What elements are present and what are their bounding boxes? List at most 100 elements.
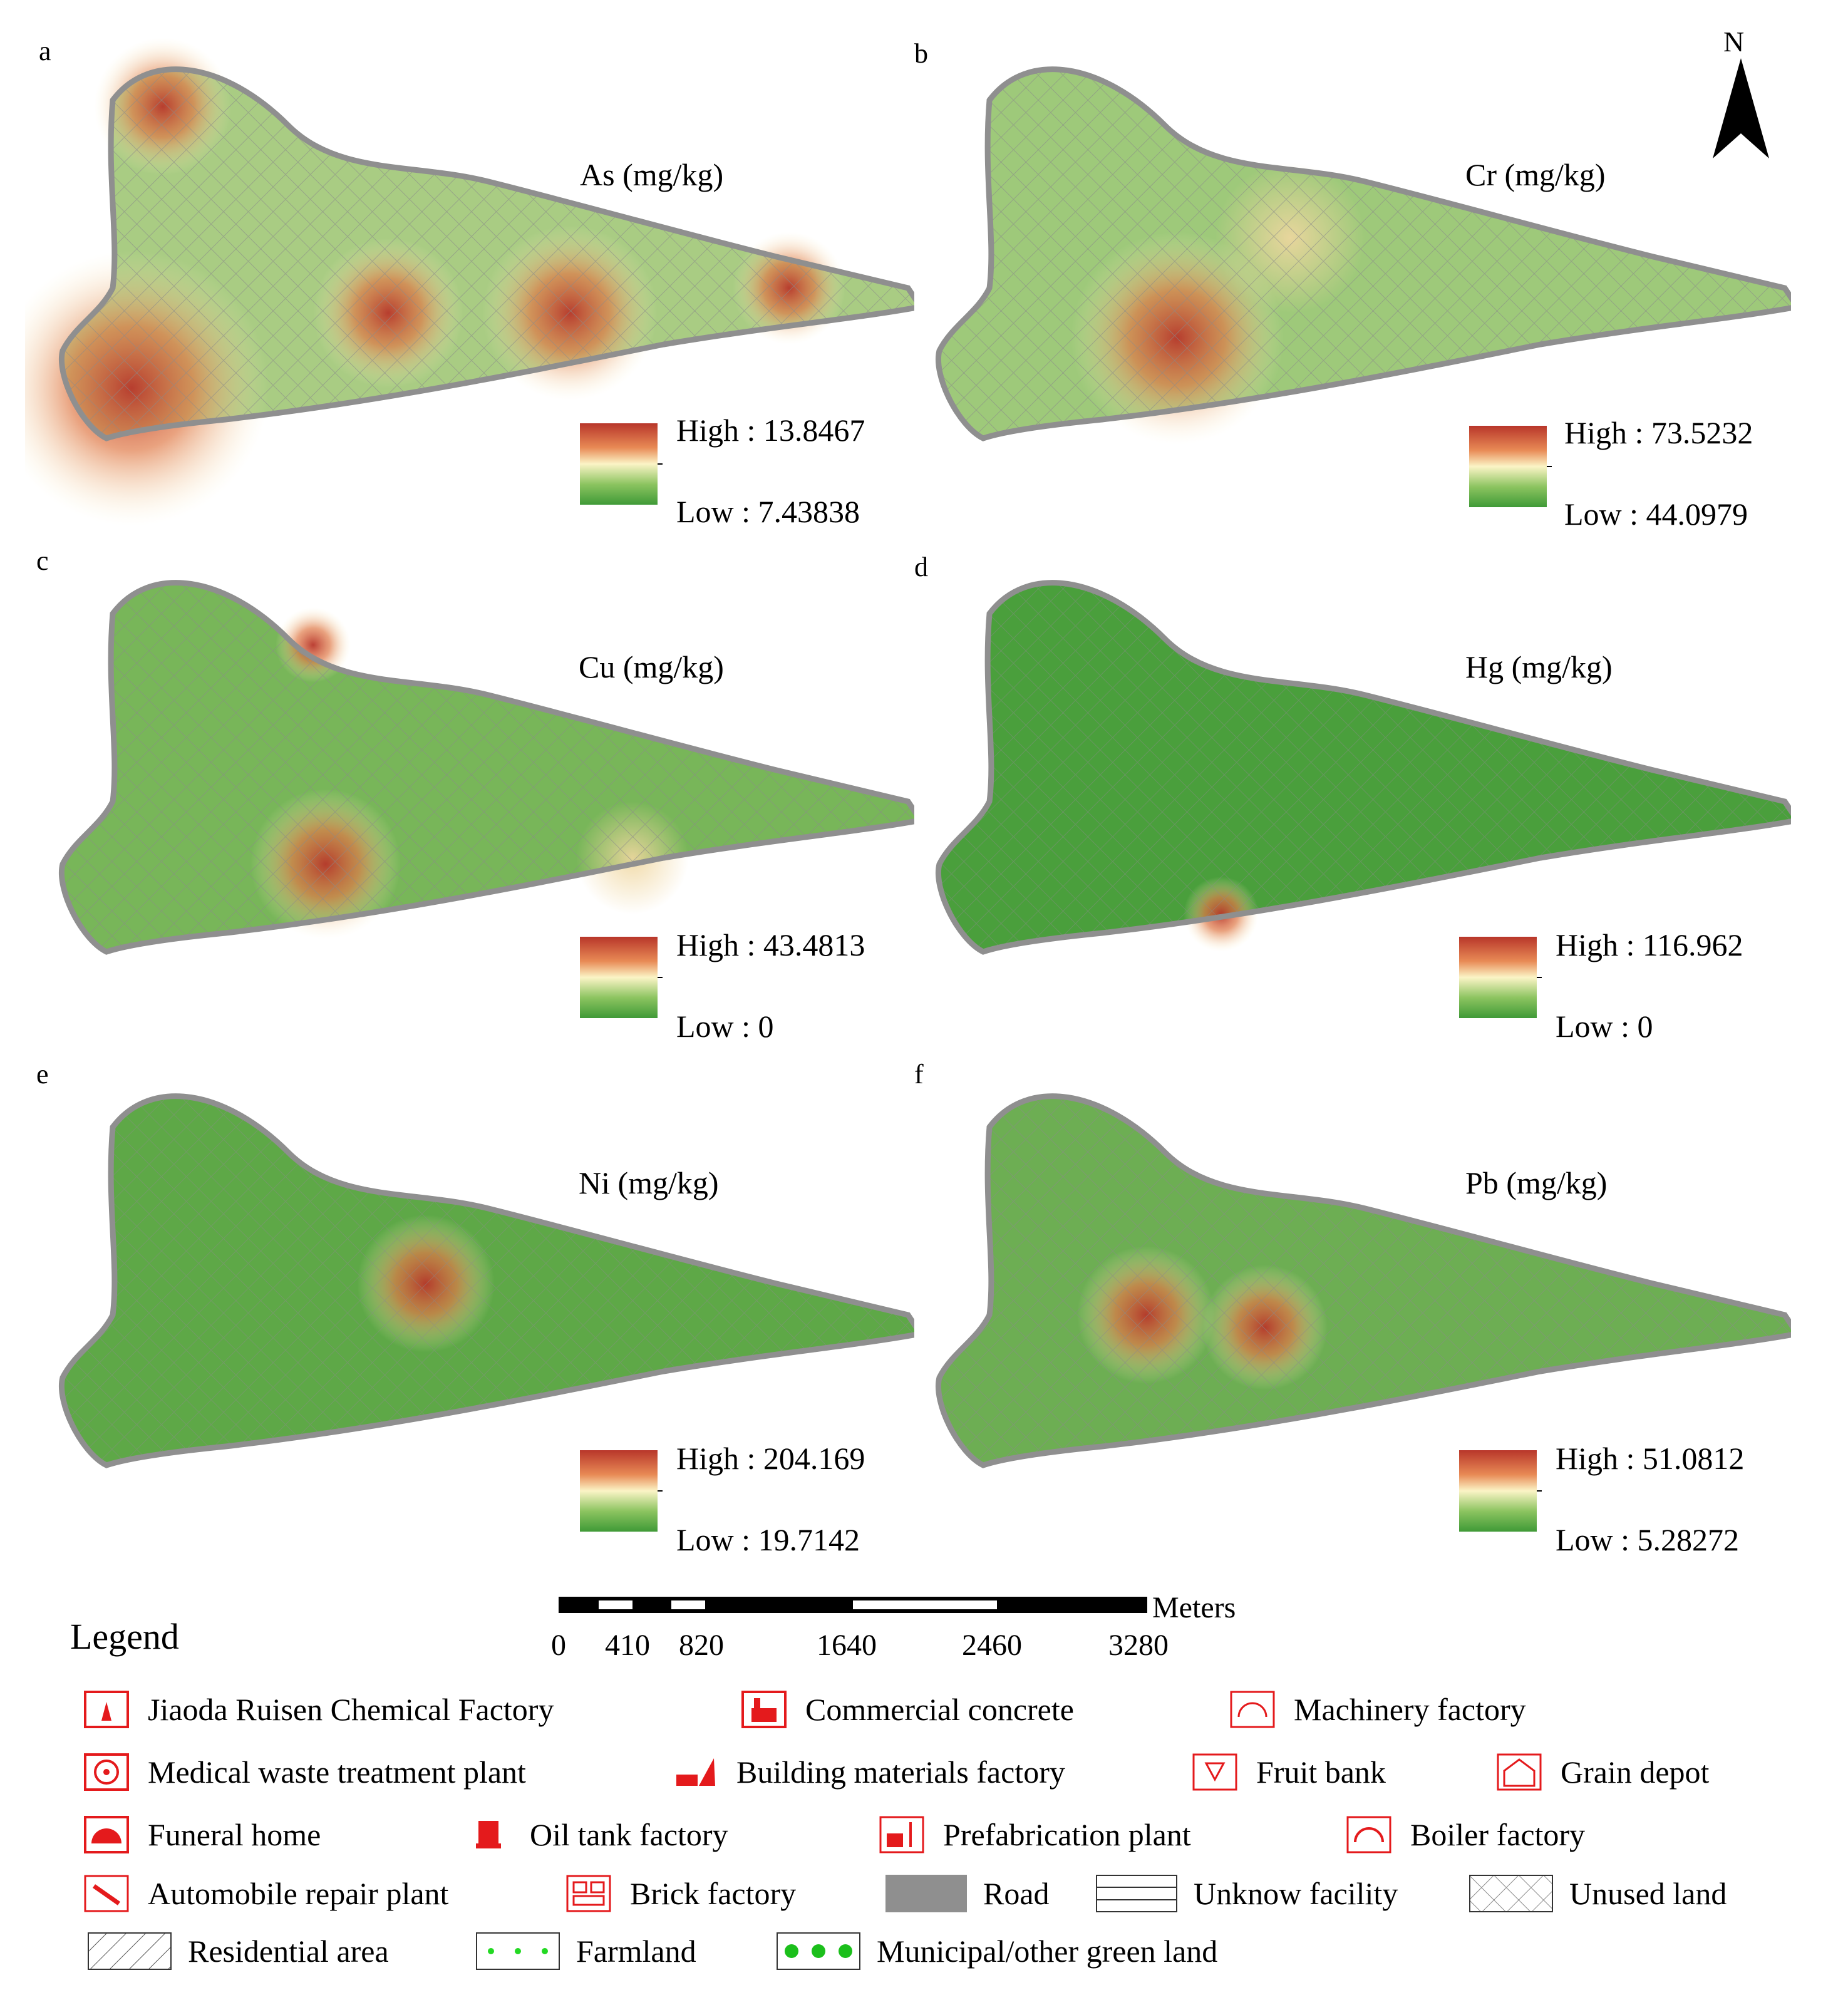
panel-a: a As (mg/kg) High : 13.8467 Low : 7.4383…	[25, 25, 914, 532]
oil-tank-icon	[463, 1813, 514, 1857]
scale-tick: 410	[605, 1629, 650, 1662]
legend-label: Oil tank factory	[530, 1817, 728, 1852]
legend-item: Boiler factory	[1344, 1810, 1585, 1860]
map-area	[902, 1052, 1791, 1559]
legend-label: Grain depot	[1561, 1755, 1710, 1790]
high-value-label: High : 51.0812	[1556, 1441, 1745, 1476]
high-value-label: High : 73.5232	[1564, 415, 1753, 450]
legend-item: Unknow facility	[1096, 1868, 1398, 1919]
legend-item: Municipal/other green land	[777, 1926, 1217, 1976]
legend-label: Brick factory	[630, 1876, 797, 1911]
low-value-label: Low : 19.7142	[676, 1522, 860, 1557]
high-value-label: High : 13.8467	[676, 413, 865, 448]
legend-label: Boiler factory	[1410, 1817, 1586, 1852]
element-title: Pb (mg/kg)	[1465, 1165, 1608, 1200]
legend-item: Automobile repair plant	[81, 1868, 448, 1919]
legend-item: Unused land	[1469, 1868, 1727, 1919]
element-title: Ni (mg/kg)	[579, 1165, 719, 1200]
legend-item: Building materials factory	[670, 1747, 1065, 1797]
legend-label: Jiaoda Ruisen Chemical Factory	[148, 1692, 554, 1727]
high-value-label: High : 43.4813	[676, 927, 865, 962]
concrete-plant-icon	[739, 1688, 789, 1731]
legend-label: Prefabrication plant	[943, 1817, 1191, 1852]
legend-label: Road	[983, 1876, 1050, 1911]
road-swatch-icon	[885, 1872, 967, 1915]
scale-unit: Meters	[1152, 1591, 1236, 1624]
element-title: Cr (mg/kg)	[1465, 157, 1606, 192]
legend-item: Medical waste treatment plant	[81, 1747, 526, 1797]
legend-label: Unused land	[1569, 1876, 1727, 1911]
color-ramp	[580, 937, 663, 1018]
grain-depot-icon	[1494, 1750, 1544, 1794]
legend-item: Prefabrication plant	[877, 1810, 1191, 1860]
legend-label: Farmland	[576, 1934, 696, 1969]
wrench-icon	[81, 1872, 132, 1915]
legend-item: Funeral home	[81, 1810, 321, 1860]
legend-item: Brick factory	[564, 1868, 796, 1919]
legend-label: Commercial concrete	[805, 1692, 1074, 1727]
legend-label: Fruit bank	[1256, 1755, 1386, 1790]
legend-item: Road	[885, 1868, 1050, 1919]
high-value-label: High : 116.962	[1556, 927, 1743, 962]
low-value-label: Low : 5.28272	[1556, 1522, 1740, 1557]
element-title: Cu (mg/kg)	[579, 649, 724, 684]
color-ramp	[580, 1450, 663, 1532]
map-area	[25, 1052, 914, 1559]
panel-d: d Hg (mg/kg) High : 116.962 Low : 0	[902, 539, 1791, 1046]
green-land-swatch-icon	[777, 1929, 860, 1973]
legend-label: Unknow facility	[1194, 1876, 1398, 1911]
panel-f: f Pb (mg/kg) High : 51.0812 Low : 5.2827…	[902, 1052, 1791, 1559]
legend-item: Machinery factory	[1227, 1684, 1526, 1734]
legend-label: Machinery factory	[1294, 1692, 1526, 1727]
legend-item: Residential area	[88, 1926, 389, 1976]
legend-item: Farmland	[476, 1926, 696, 1976]
low-value-label: Low : 0	[1556, 1009, 1653, 1044]
scale-tick: 3280	[1108, 1629, 1169, 1662]
legend-title: Legend	[70, 1616, 179, 1657]
residential-swatch-icon	[88, 1929, 172, 1973]
legend-label: Municipal/other green land	[877, 1934, 1218, 1969]
north-label: N	[1723, 26, 1745, 58]
panel-letter: f	[914, 1059, 924, 1090]
map-area	[902, 25, 1791, 445]
unused-land-swatch-icon	[1469, 1872, 1553, 1915]
legend-label: Building materials factory	[736, 1755, 1065, 1790]
prefabrication-plant-icon	[877, 1813, 927, 1857]
map-area	[25, 539, 914, 1046]
element-title: As (mg/kg)	[580, 157, 724, 192]
brick-factory-icon	[564, 1872, 614, 1915]
legend-label: Automobile repair plant	[148, 1876, 449, 1911]
element-title: Hg (mg/kg)	[1465, 649, 1613, 684]
unknown-facility-swatch-icon	[1096, 1872, 1177, 1915]
map-area	[25, 38, 914, 526]
map-area	[902, 539, 1791, 1046]
scale-bar-graphic	[559, 1597, 1147, 1613]
color-ramp	[580, 423, 663, 505]
machinery-factory-icon	[1227, 1688, 1278, 1731]
panel-letter: d	[914, 552, 928, 582]
north-arrow-icon: N	[1710, 25, 1772, 168]
medical-waste-icon	[81, 1750, 132, 1794]
legend-label: Funeral home	[148, 1817, 321, 1852]
scale-tick: 1640	[817, 1629, 877, 1662]
low-value-label: Low : 7.43838	[676, 494, 860, 529]
funeral-home-icon	[81, 1813, 132, 1857]
legend-item: Jiaoda Ruisen Chemical Factory	[81, 1684, 554, 1734]
boiler-factory-icon	[1344, 1813, 1394, 1857]
panel-e: e Ni (mg/kg) High : 204.169 Low : 19.714…	[25, 1052, 914, 1559]
legend-item: Fruit bank	[1190, 1747, 1386, 1797]
color-ramp	[1459, 937, 1542, 1018]
low-value-label: Low : 0	[676, 1009, 774, 1044]
color-ramp	[1459, 1450, 1542, 1532]
building-materials-icon	[670, 1750, 720, 1794]
scale-bar: Meters 0 410 820 1640 2460 3280	[0, 1590, 1848, 1666]
fruit-bank-icon	[1190, 1750, 1240, 1794]
color-ramp	[1469, 426, 1552, 507]
scale-tick: 820	[679, 1629, 724, 1662]
high-value-label: High : 204.169	[676, 1441, 865, 1476]
legend-label: Medical waste treatment plant	[148, 1755, 526, 1790]
scale-tick: 0	[551, 1629, 566, 1662]
panel-letter: b	[914, 38, 928, 69]
legend-label: Residential area	[188, 1934, 389, 1969]
legend-item: Commercial concrete	[739, 1684, 1074, 1734]
